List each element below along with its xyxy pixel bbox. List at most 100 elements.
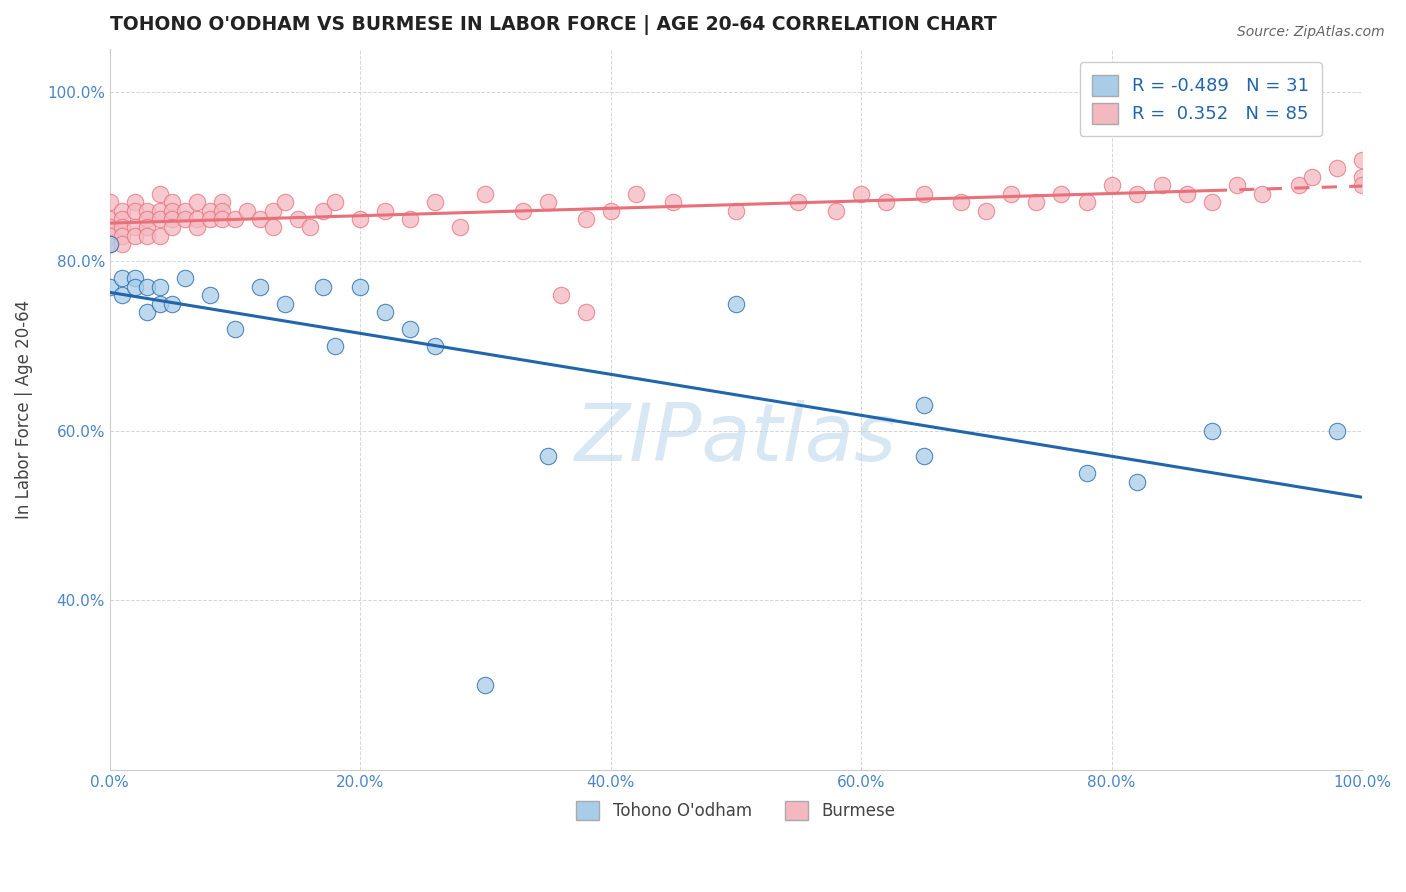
Point [211, 194, 233, 209]
Point [136, 305, 159, 319]
Point [111, 237, 134, 252]
Point [1101, 178, 1123, 192]
Point [1351, 169, 1374, 184]
Point [1050, 186, 1073, 201]
Point [162, 203, 184, 218]
Point [274, 194, 297, 209]
Point [1025, 194, 1047, 209]
Point [1175, 186, 1198, 201]
Point [98, 237, 121, 252]
Point [399, 212, 422, 227]
Point [1326, 161, 1348, 175]
Point [198, 212, 221, 227]
Point [724, 203, 747, 218]
Point [537, 450, 560, 464]
Text: ZIPatlas: ZIPatlas [575, 400, 897, 477]
Point [349, 212, 371, 227]
Point [425, 194, 447, 209]
Point [186, 212, 208, 227]
Point [662, 194, 685, 209]
Point [236, 203, 259, 218]
Point [211, 203, 233, 218]
Point [136, 280, 159, 294]
Point [98, 220, 121, 235]
Point [211, 212, 233, 227]
Point [98, 229, 121, 244]
Point [98, 280, 121, 294]
Point [1250, 186, 1272, 201]
Point [323, 339, 346, 353]
Point [136, 203, 159, 218]
Point [311, 203, 333, 218]
Point [624, 186, 647, 201]
Point [173, 212, 195, 227]
Point [912, 450, 935, 464]
Point [311, 280, 333, 294]
Legend: Tohono O'odham, Burmese: Tohono O'odham, Burmese [569, 794, 903, 827]
Point [136, 212, 159, 227]
Point [537, 194, 560, 209]
Point [149, 186, 172, 201]
Point [849, 186, 872, 201]
Point [474, 186, 496, 201]
Point [912, 399, 935, 413]
Point [149, 203, 172, 218]
Point [249, 280, 271, 294]
Point [124, 220, 146, 235]
Point [162, 194, 184, 209]
Point [1201, 194, 1223, 209]
Y-axis label: In Labor Force | Age 20-64: In Labor Force | Age 20-64 [15, 301, 32, 519]
Point [1150, 178, 1173, 192]
Point [912, 186, 935, 201]
Point [512, 203, 534, 218]
Point [124, 203, 146, 218]
Point [111, 203, 134, 218]
Point [825, 203, 848, 218]
Point [1288, 178, 1310, 192]
Point [149, 212, 172, 227]
Point [1226, 178, 1249, 192]
Point [1351, 178, 1374, 192]
Point [262, 203, 284, 218]
Point [374, 305, 396, 319]
Point [162, 220, 184, 235]
Point [198, 288, 221, 302]
Point [474, 678, 496, 692]
Point [724, 297, 747, 311]
Point [425, 339, 447, 353]
Point [198, 203, 221, 218]
Point [149, 297, 172, 311]
Point [111, 229, 134, 244]
Point [98, 194, 121, 209]
Point [224, 322, 246, 336]
Point [173, 203, 195, 218]
Point [111, 220, 134, 235]
Point [136, 220, 159, 235]
Point [1000, 186, 1022, 201]
Point [1326, 424, 1348, 438]
Point [1351, 153, 1374, 167]
Point [1076, 467, 1098, 481]
Point [875, 194, 897, 209]
Point [1125, 186, 1147, 201]
Point [323, 194, 346, 209]
Point [249, 212, 271, 227]
Point [399, 322, 422, 336]
Point [374, 203, 396, 218]
Point [550, 288, 572, 302]
Point [186, 194, 208, 209]
Point [274, 297, 297, 311]
Point [173, 271, 195, 285]
Point [124, 271, 146, 285]
Point [111, 288, 134, 302]
Point [162, 297, 184, 311]
Point [124, 280, 146, 294]
Point [449, 220, 471, 235]
Point [162, 212, 184, 227]
Point [976, 203, 998, 218]
Point [950, 194, 973, 209]
Point [136, 229, 159, 244]
Text: TOHONO O'ODHAM VS BURMESE IN LABOR FORCE | AGE 20-64 CORRELATION CHART: TOHONO O'ODHAM VS BURMESE IN LABOR FORCE… [110, 15, 997, 35]
Point [124, 229, 146, 244]
Point [124, 194, 146, 209]
